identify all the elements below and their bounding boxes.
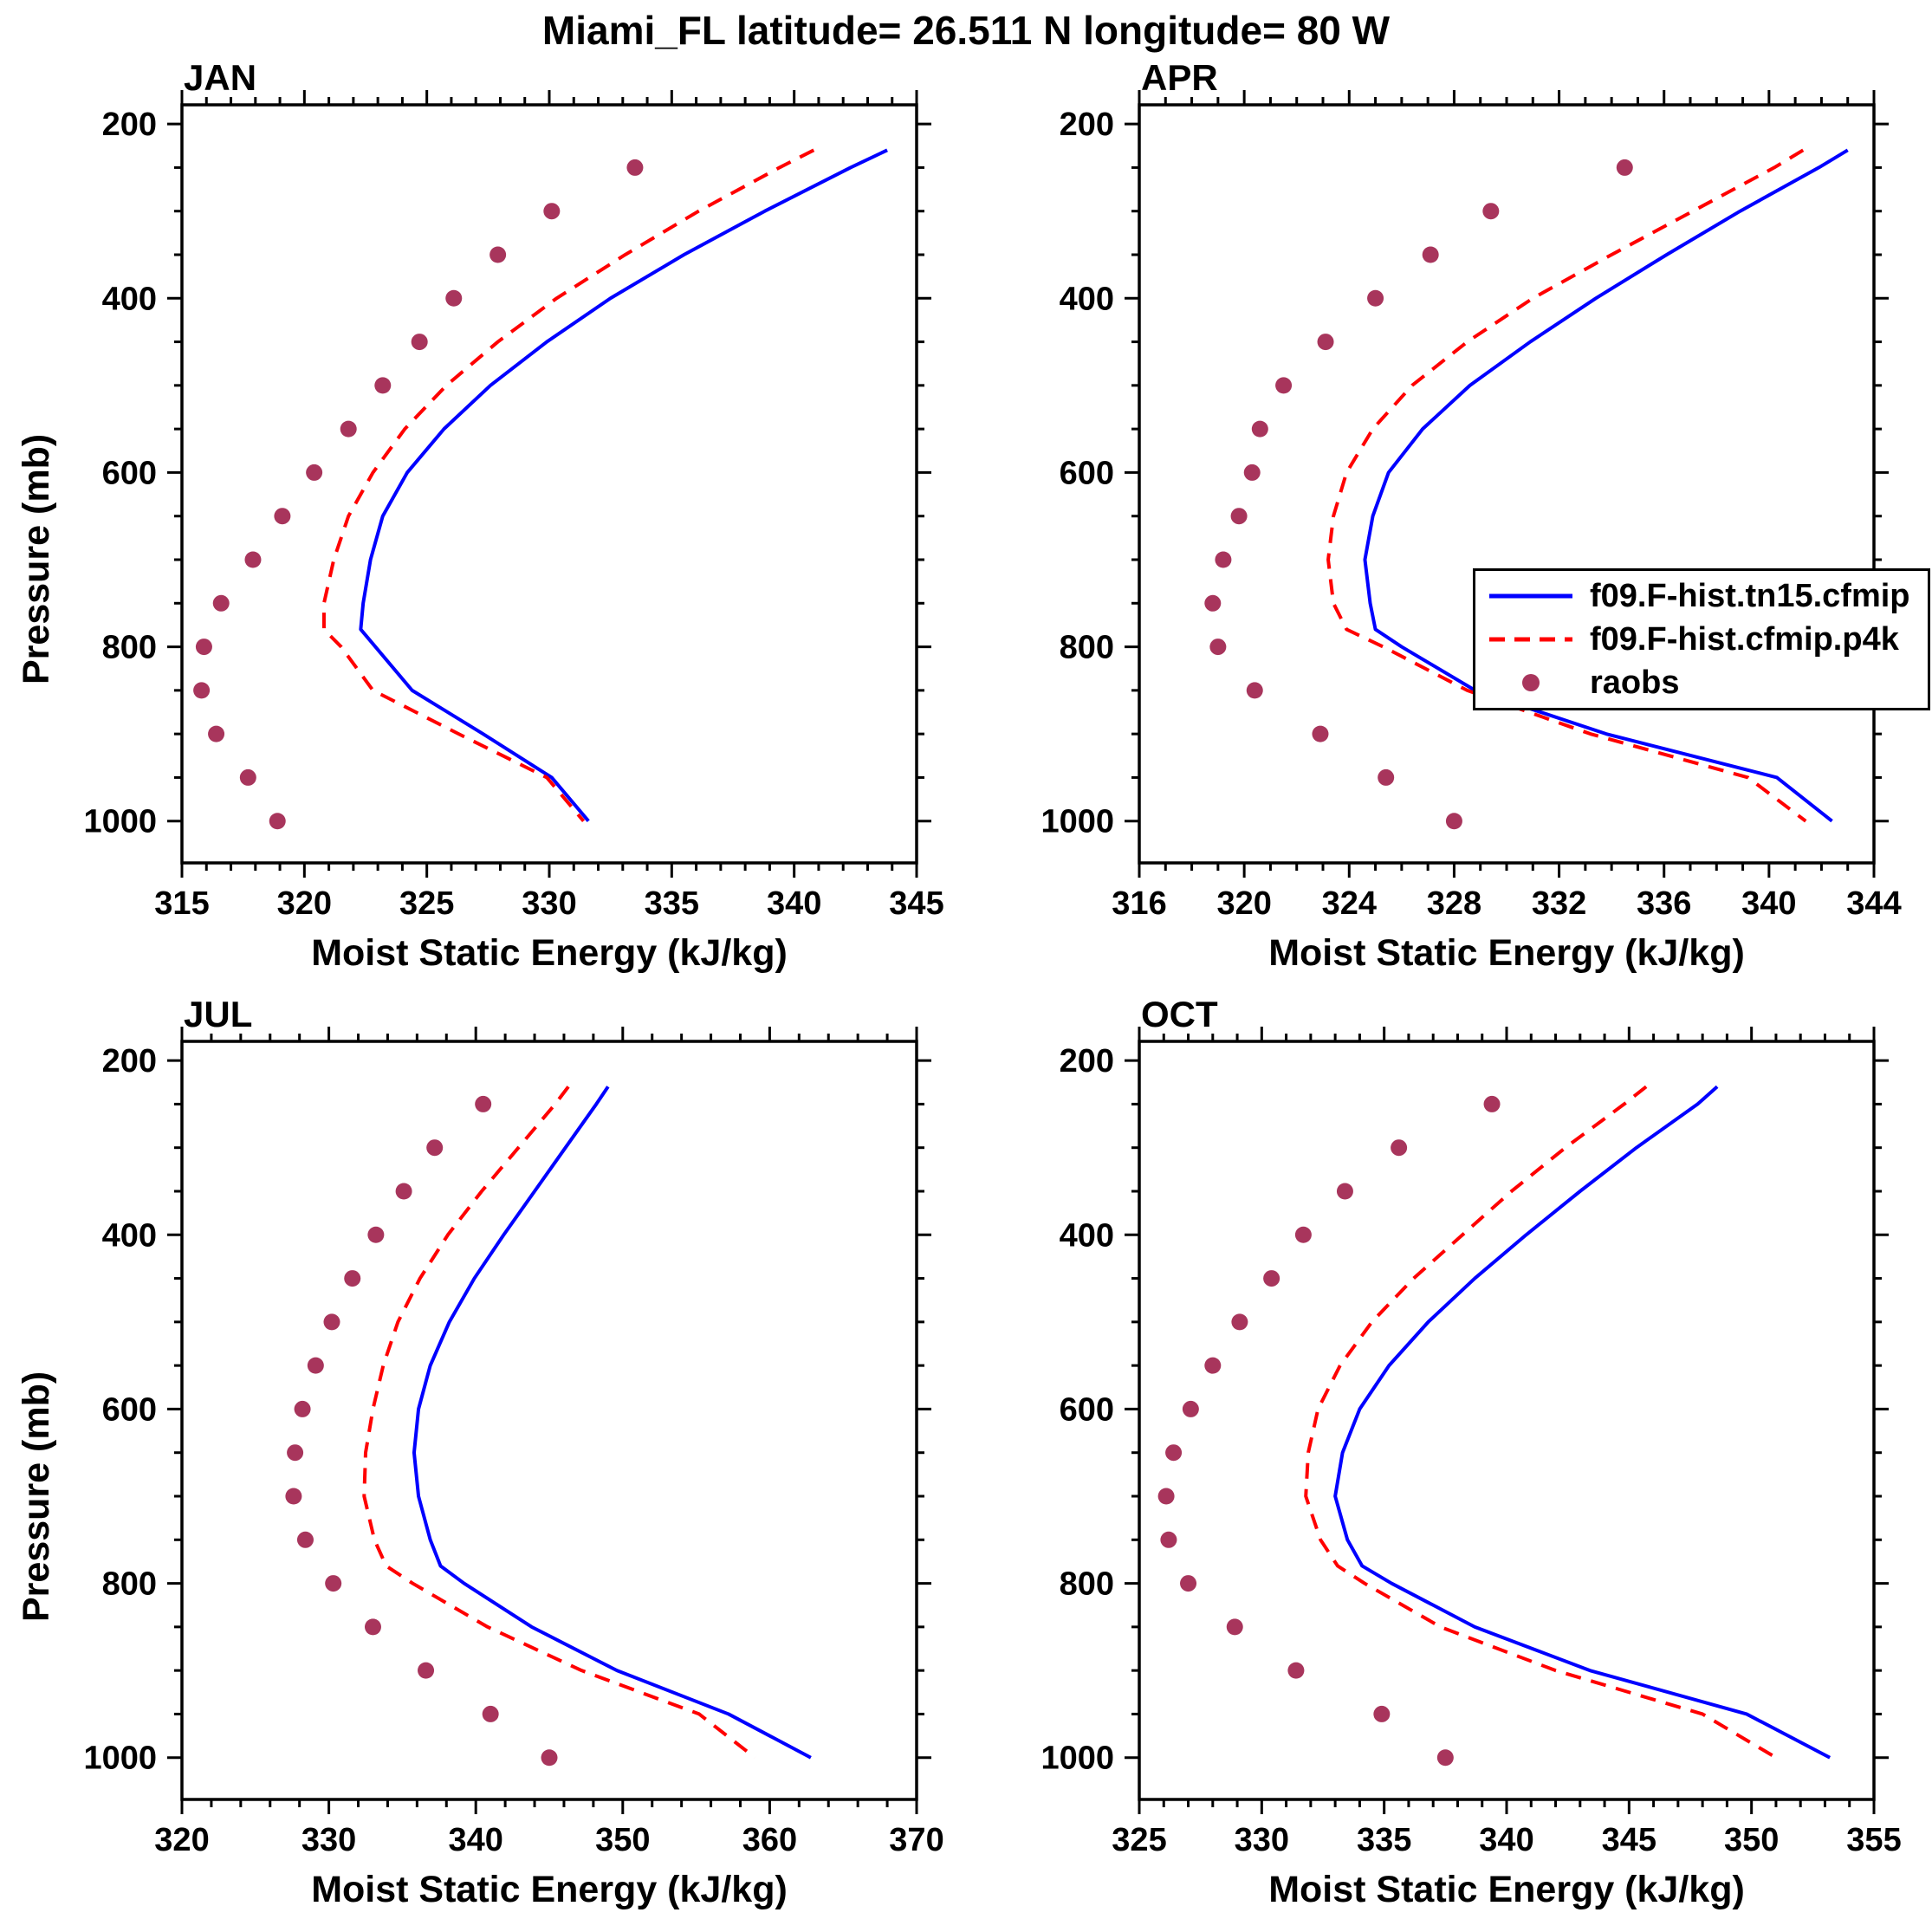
svg-text:200: 200	[1060, 107, 1114, 143]
series-f09.F-hist.cfmip.p4k	[321, 148, 815, 823]
legend-label-model2: f09.F-hist.cfmip.p4k	[1590, 620, 1899, 658]
svg-text:1000: 1000	[83, 1741, 157, 1777]
svg-text:1000: 1000	[83, 804, 157, 840]
x-axis-label-oct: Moist Static Energy (kJ/kg)	[1268, 1869, 1745, 1910]
page-title: Miami_FL latitude= 26.511 N longitude= 8…	[541, 8, 1391, 53]
svg-text:600: 600	[1060, 455, 1114, 491]
svg-text:320: 320	[1216, 885, 1271, 922]
axes: 316 320 324 328 332 336 340 344 200 400 600 800 1000	[1041, 90, 1902, 922]
svg-text:1000: 1000	[1041, 804, 1114, 840]
svg-text:350: 350	[595, 1822, 650, 1858]
svg-text:400: 400	[102, 1217, 157, 1254]
panel-title-jan: JAN	[184, 57, 257, 98]
svg-text:332: 332	[1532, 885, 1586, 922]
axes: 315 320 325 330 335 340 345 200 400 600 800 1000	[83, 90, 944, 922]
svg-text:328: 328	[1427, 885, 1481, 922]
panel-title-apr: APR	[1141, 57, 1218, 98]
series-f09.F-hist.tn15.cfmip	[1333, 1085, 1832, 1760]
x-axis-label-jan: Moist Static Energy (kJ/kg)	[311, 932, 788, 974]
svg-text:340: 340	[767, 885, 821, 922]
series-f09.F-hist.cfmip.p4k	[362, 1086, 756, 1760]
solid-line-icon	[1489, 593, 1572, 599]
x-axis-label-apr: Moist Static Energy (kJ/kg)	[1268, 932, 1745, 974]
dashed-line-icon	[1489, 637, 1572, 642]
svg-text:200: 200	[102, 1043, 157, 1079]
svg-text:315: 315	[154, 885, 209, 922]
svg-text:355: 355	[1846, 1822, 1901, 1858]
series-raobs	[1204, 159, 1633, 830]
svg-text:600: 600	[102, 1391, 157, 1428]
svg-text:370: 370	[889, 1822, 943, 1858]
series-f09.F-hist.tn15.cfmip	[412, 1086, 812, 1760]
panel-title-oct: OCT	[1141, 994, 1218, 1034]
svg-text:316: 316	[1112, 885, 1166, 922]
svg-text:400: 400	[1060, 281, 1114, 317]
svg-text:360: 360	[742, 1822, 797, 1858]
svg-text:200: 200	[1060, 1043, 1114, 1079]
legend: f09.F-hist.tn15.cfmip f09.F-hist.cfmip.p…	[1473, 568, 1930, 710]
svg-text:345: 345	[1602, 1822, 1656, 1858]
svg-text:340: 340	[1479, 1822, 1533, 1858]
dot-icon	[1522, 674, 1540, 691]
panel-jul-plot: 320 330 340 350 360 370 200 400 600 800 1000	[83, 1027, 944, 1858]
x-axis-label-jul: Moist Static Energy (kJ/kg)	[311, 1869, 788, 1910]
svg-text:335: 335	[645, 885, 699, 922]
svg-text:330: 330	[522, 885, 576, 922]
legend-label-raobs: raobs	[1590, 664, 1680, 701]
panel-oct-plot: 325 330 335 340 345 350 355 200 400 600 800 1000	[1041, 1027, 1902, 1858]
svg-text:800: 800	[1060, 630, 1114, 666]
legend-item-model2: f09.F-hist.cfmip.p4k	[1488, 619, 1928, 660]
series-raobs	[193, 159, 644, 830]
svg-text:800: 800	[102, 1566, 157, 1603]
svg-text:336: 336	[1637, 885, 1691, 922]
svg-text:320: 320	[277, 885, 332, 922]
legend-item-model1: f09.F-hist.tn15.cfmip	[1488, 575, 1928, 617]
svg-text:330: 330	[1235, 1822, 1289, 1858]
svg-text:340: 340	[448, 1822, 502, 1858]
axes: 325 330 335 340 345 350 355 200 400 600 800 1000	[1041, 1027, 1902, 1858]
svg-text:1000: 1000	[1041, 1741, 1114, 1777]
svg-text:600: 600	[102, 455, 157, 491]
panel-jan-plot: 315 320 325 330 335 340 345 200 400 600 800 1000	[83, 90, 944, 922]
panel-apr-plot: 316 320 324 328 332 336 340 344 200 400 600 800 1000	[1041, 90, 1902, 922]
svg-text:400: 400	[1060, 1217, 1114, 1254]
svg-text:344: 344	[1846, 885, 1901, 922]
svg-text:600: 600	[1060, 1391, 1114, 1428]
svg-text:325: 325	[399, 885, 454, 922]
svg-text:324: 324	[1322, 885, 1377, 922]
legend-label-model1: f09.F-hist.tn15.cfmip	[1590, 577, 1910, 614]
series-f09.F-hist.cfmip.p4k	[1304, 1085, 1777, 1760]
svg-text:400: 400	[102, 281, 157, 317]
svg-text:340: 340	[1741, 885, 1796, 922]
svg-text:800: 800	[1060, 1566, 1114, 1603]
series-raobs	[1157, 1095, 1501, 1767]
svg-text:325: 325	[1112, 1822, 1166, 1858]
panel-title-jul: JUL	[184, 994, 253, 1034]
axes: 320 330 340 350 360 370 200 400 600 800 1000	[83, 1027, 944, 1858]
svg-text:320: 320	[154, 1822, 209, 1858]
series-f09.F-hist.tn15.cfmip	[359, 148, 888, 823]
legend-item-raobs: raobs	[1488, 662, 1928, 703]
svg-text:800: 800	[102, 630, 157, 666]
svg-text:200: 200	[102, 107, 157, 143]
series-raobs	[285, 1095, 558, 1767]
svg-text:330: 330	[301, 1822, 356, 1858]
svg-text:345: 345	[889, 885, 943, 922]
svg-text:350: 350	[1724, 1822, 1779, 1858]
svg-text:335: 335	[1357, 1822, 1411, 1858]
